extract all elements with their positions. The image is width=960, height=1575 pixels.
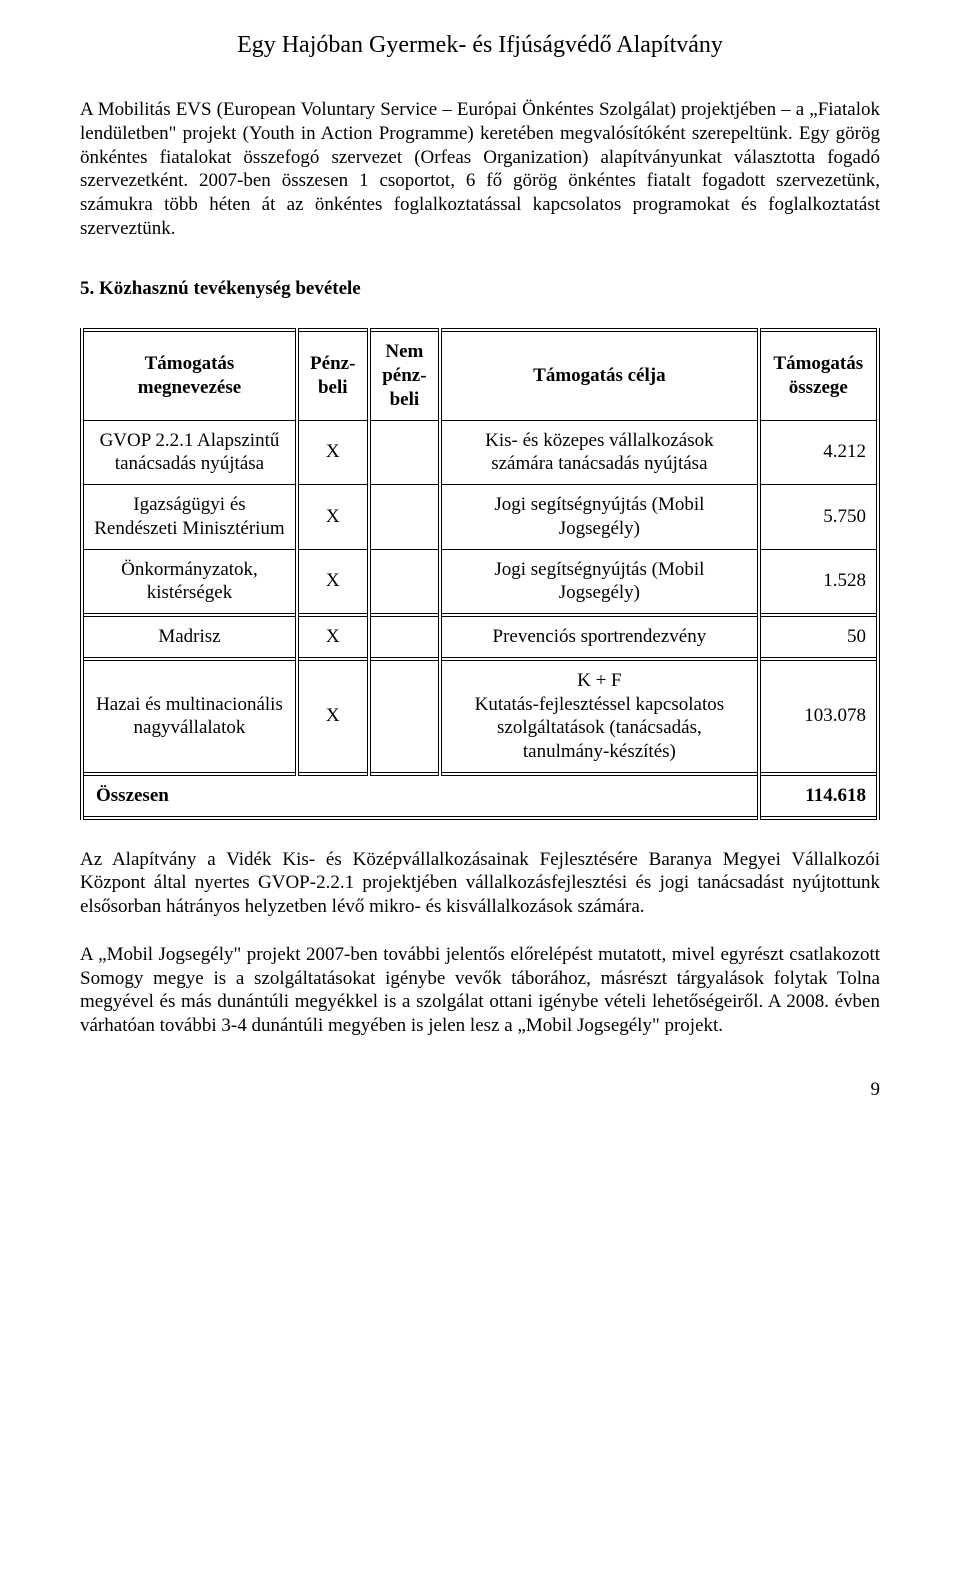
table-total-row: Összesen 114.618 [82, 774, 878, 818]
col-header-noncash: Nem pénz-beli [369, 330, 441, 420]
total-amount: 114.618 [759, 774, 878, 818]
cell-noncash [369, 615, 441, 659]
paragraph-2: Az Alapítvány a Vidék Kis- és Középválla… [80, 848, 880, 919]
cell-cash: X [297, 549, 369, 615]
total-label: Összesen [82, 774, 759, 818]
table-row: GVOP 2.2.1 Alapszintű tanácsadás nyújtás… [82, 420, 878, 485]
section-heading: 5. Közhasznú tevékenység bevétele [80, 277, 880, 301]
cell-cash: X [297, 485, 369, 550]
table-header-row: Támogatás megnevezése Pénz-beli Nem pénz… [82, 330, 878, 420]
cell-purpose: Prevenciós sportrendezvény [440, 615, 758, 659]
cell-name: Hazai és multinacionális nagyvállalatok [82, 659, 297, 774]
col-header-amount: Támogatás összege [759, 330, 878, 420]
col-header-cash: Pénz-beli [297, 330, 369, 420]
cell-noncash [369, 659, 441, 774]
table-row: Madrisz X Prevenciós sportrendezvény 50 [82, 615, 878, 659]
table-row: Hazai és multinacionális nagyvállalatok … [82, 659, 878, 774]
page-title: Egy Hajóban Gyermek- és Ifjúságvédő Alap… [80, 30, 880, 60]
cell-cash: X [297, 420, 369, 485]
cell-noncash [369, 485, 441, 550]
cell-cash: X [297, 659, 369, 774]
paragraph-3: A „Mobil Jogsegély" projekt 2007-ben tov… [80, 943, 880, 1038]
cell-amount: 50 [759, 615, 878, 659]
cell-name: GVOP 2.2.1 Alapszintű tanácsadás nyújtás… [82, 420, 297, 485]
table-row: Önkormányzatok, kistérségek X Jogi segít… [82, 549, 878, 615]
page-number: 9 [80, 1078, 880, 1102]
cell-noncash [369, 549, 441, 615]
paragraph-1: A Mobilitás EVS (European Voluntary Serv… [80, 98, 880, 241]
cell-amount: 103.078 [759, 659, 878, 774]
cell-noncash [369, 420, 441, 485]
cell-name: Önkormányzatok, kistérségek [82, 549, 297, 615]
support-table: Támogatás megnevezése Pénz-beli Nem pénz… [80, 328, 880, 819]
cell-amount: 4.212 [759, 420, 878, 485]
cell-name: Igazságügyi és Rendészeti Minisztérium [82, 485, 297, 550]
col-header-purpose: Támogatás célja [440, 330, 758, 420]
cell-amount: 5.750 [759, 485, 878, 550]
cell-amount: 1.528 [759, 549, 878, 615]
cell-name: Madrisz [82, 615, 297, 659]
cell-purpose: Kis- és közepes vállalkozások számára ta… [440, 420, 758, 485]
cell-cash: X [297, 615, 369, 659]
col-header-name: Támogatás megnevezése [82, 330, 297, 420]
table-row: Igazságügyi és Rendészeti Minisztérium X… [82, 485, 878, 550]
cell-purpose: Jogi segítségnyújtás (Mobil Jogsegély) [440, 549, 758, 615]
cell-purpose: K + F Kutatás-fejlesztéssel kapcsolatos … [440, 659, 758, 774]
cell-purpose: Jogi segítségnyújtás (Mobil Jogsegély) [440, 485, 758, 550]
